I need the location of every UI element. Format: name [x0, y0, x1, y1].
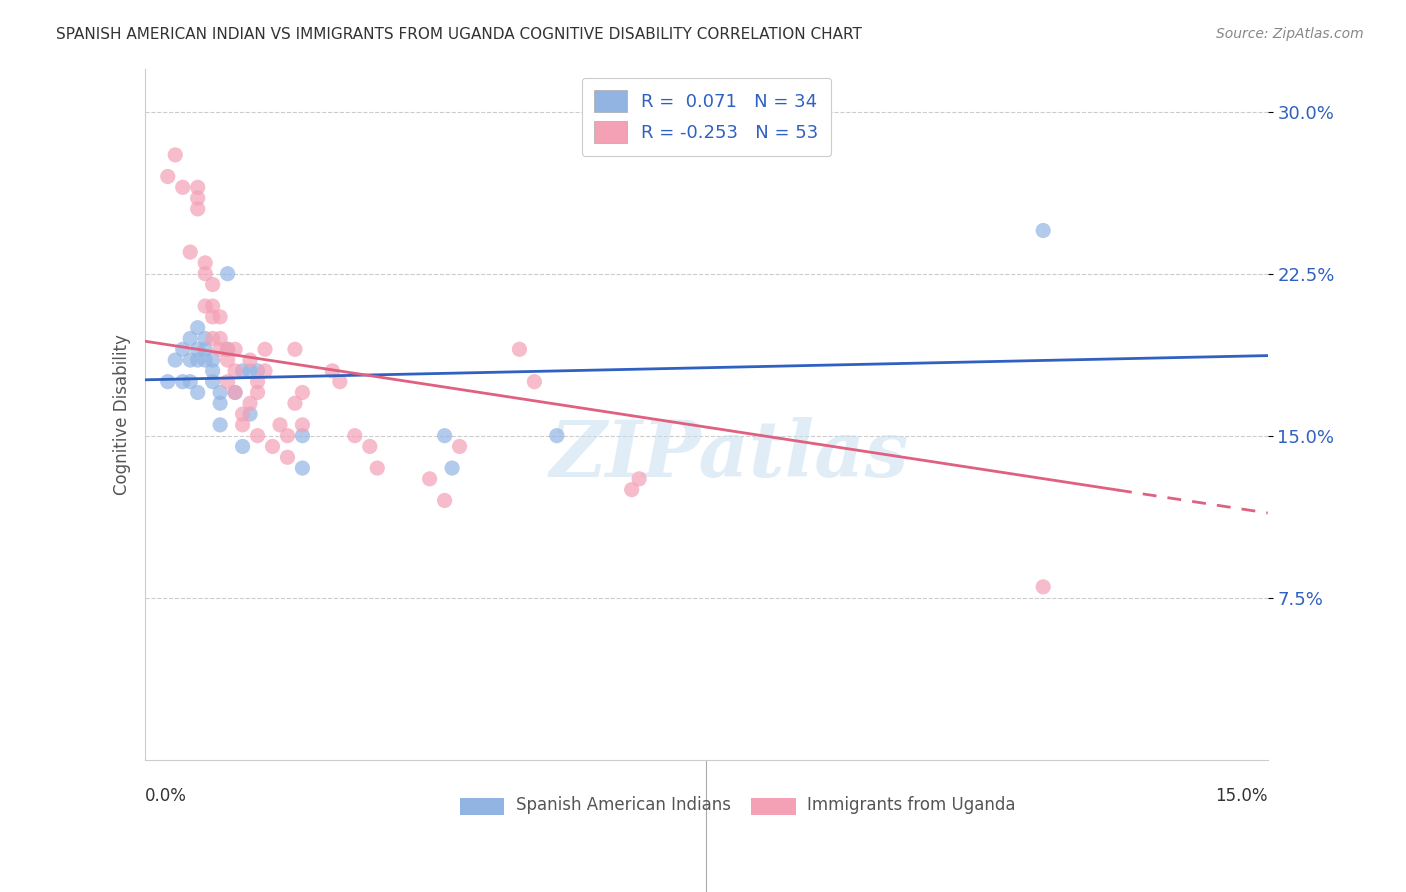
Point [321, 364, 343, 378]
Point [232, 440, 254, 454]
Point [329, 375, 352, 389]
Point [508, 343, 530, 357]
Text: 15.0%: 15.0% [1215, 788, 1268, 805]
Text: SPANISH AMERICAN INDIAN VS IMMIGRANTS FROM UGANDA COGNITIVE DISABILITY CORRELATI: SPANISH AMERICAN INDIAN VS IMMIGRANTS FR… [56, 27, 862, 42]
Point [224, 364, 246, 378]
Point [262, 440, 284, 454]
Point [239, 364, 262, 378]
Point [284, 396, 307, 410]
Point [291, 461, 314, 475]
Point [419, 472, 441, 486]
Point [201, 364, 224, 378]
Point [194, 331, 217, 345]
Point [194, 299, 217, 313]
Point [201, 310, 224, 324]
Point [187, 320, 209, 334]
Point [217, 343, 239, 357]
Point [232, 417, 254, 432]
Point [224, 385, 246, 400]
Point [194, 256, 217, 270]
Point [276, 450, 298, 465]
Point [179, 375, 201, 389]
Point [366, 461, 388, 475]
Point [209, 331, 232, 345]
Point [291, 385, 314, 400]
Point [165, 353, 187, 368]
Point [187, 202, 209, 216]
Point [187, 180, 209, 194]
Point [172, 343, 194, 357]
Text: Immigrants from Uganda: Immigrants from Uganda [807, 796, 1017, 814]
Point [441, 461, 464, 475]
Y-axis label: Cognitive Disability: Cognitive Disability [114, 334, 131, 494]
Point [284, 343, 307, 357]
Point [433, 428, 456, 442]
Point [194, 267, 217, 281]
Point [239, 407, 262, 421]
Point [628, 472, 651, 486]
Point [194, 343, 217, 357]
Point [209, 396, 232, 410]
Point [224, 343, 246, 357]
Point [449, 440, 471, 454]
Point [1032, 580, 1054, 594]
Point [209, 417, 232, 432]
Point [156, 375, 179, 389]
Point [291, 417, 314, 432]
FancyBboxPatch shape [751, 797, 796, 815]
Point [433, 493, 456, 508]
Point [187, 191, 209, 205]
Point [217, 375, 239, 389]
Point [187, 343, 209, 357]
Point [165, 148, 187, 162]
Point [253, 343, 276, 357]
Point [1032, 223, 1054, 237]
Point [523, 375, 546, 389]
Point [224, 385, 246, 400]
Point [201, 331, 224, 345]
Point [217, 353, 239, 368]
Point [239, 396, 262, 410]
Point [201, 375, 224, 389]
Point [546, 428, 568, 442]
Point [209, 343, 232, 357]
Point [359, 440, 381, 454]
Point [269, 417, 291, 432]
FancyBboxPatch shape [460, 797, 505, 815]
Point [246, 375, 269, 389]
Point [253, 364, 276, 378]
Point [187, 385, 209, 400]
Point [179, 245, 201, 260]
Point [179, 331, 201, 345]
Point [172, 375, 194, 389]
Point [291, 428, 314, 442]
Point [246, 364, 269, 378]
Legend: R =  0.071   N = 34, R = -0.253   N = 53: R = 0.071 N = 34, R = -0.253 N = 53 [582, 78, 831, 156]
Point [239, 353, 262, 368]
Point [217, 343, 239, 357]
Text: ZIPatlas: ZIPatlas [550, 417, 908, 494]
Point [276, 428, 298, 442]
Point [209, 385, 232, 400]
Point [343, 428, 366, 442]
Point [201, 277, 224, 292]
Point [179, 353, 201, 368]
Text: Source: ZipAtlas.com: Source: ZipAtlas.com [1216, 27, 1364, 41]
Point [620, 483, 643, 497]
Point [201, 299, 224, 313]
Point [246, 385, 269, 400]
Point [246, 428, 269, 442]
Point [209, 310, 232, 324]
Point [172, 180, 194, 194]
Point [217, 267, 239, 281]
Text: 0.0%: 0.0% [145, 788, 187, 805]
Point [187, 353, 209, 368]
Point [232, 364, 254, 378]
Point [232, 407, 254, 421]
Point [201, 353, 224, 368]
Text: Spanish American Indians: Spanish American Indians [516, 796, 731, 814]
Point [156, 169, 179, 184]
Point [194, 353, 217, 368]
